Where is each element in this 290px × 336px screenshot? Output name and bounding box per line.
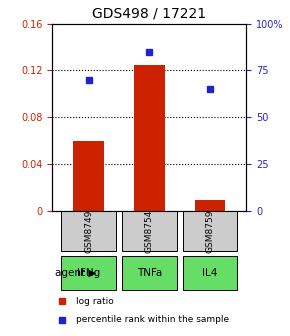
Text: IL4: IL4 bbox=[202, 268, 218, 278]
Text: log ratio: log ratio bbox=[75, 297, 113, 306]
Text: IFNg: IFNg bbox=[77, 268, 100, 278]
Bar bbox=[73, 141, 104, 211]
Bar bbox=[195, 200, 225, 211]
Text: agent ▶: agent ▶ bbox=[55, 268, 97, 278]
FancyBboxPatch shape bbox=[183, 255, 238, 290]
FancyBboxPatch shape bbox=[122, 211, 177, 252]
Text: GSM8754: GSM8754 bbox=[145, 210, 154, 253]
Title: GDS498 / 17221: GDS498 / 17221 bbox=[92, 7, 206, 21]
Text: percentile rank within the sample: percentile rank within the sample bbox=[75, 316, 229, 324]
Text: GSM8749: GSM8749 bbox=[84, 210, 93, 253]
FancyBboxPatch shape bbox=[183, 211, 238, 252]
Bar bbox=[134, 65, 164, 211]
Text: GSM8759: GSM8759 bbox=[206, 210, 215, 253]
Text: TNFa: TNFa bbox=[137, 268, 162, 278]
FancyBboxPatch shape bbox=[122, 255, 177, 290]
FancyBboxPatch shape bbox=[61, 255, 116, 290]
FancyBboxPatch shape bbox=[61, 211, 116, 252]
